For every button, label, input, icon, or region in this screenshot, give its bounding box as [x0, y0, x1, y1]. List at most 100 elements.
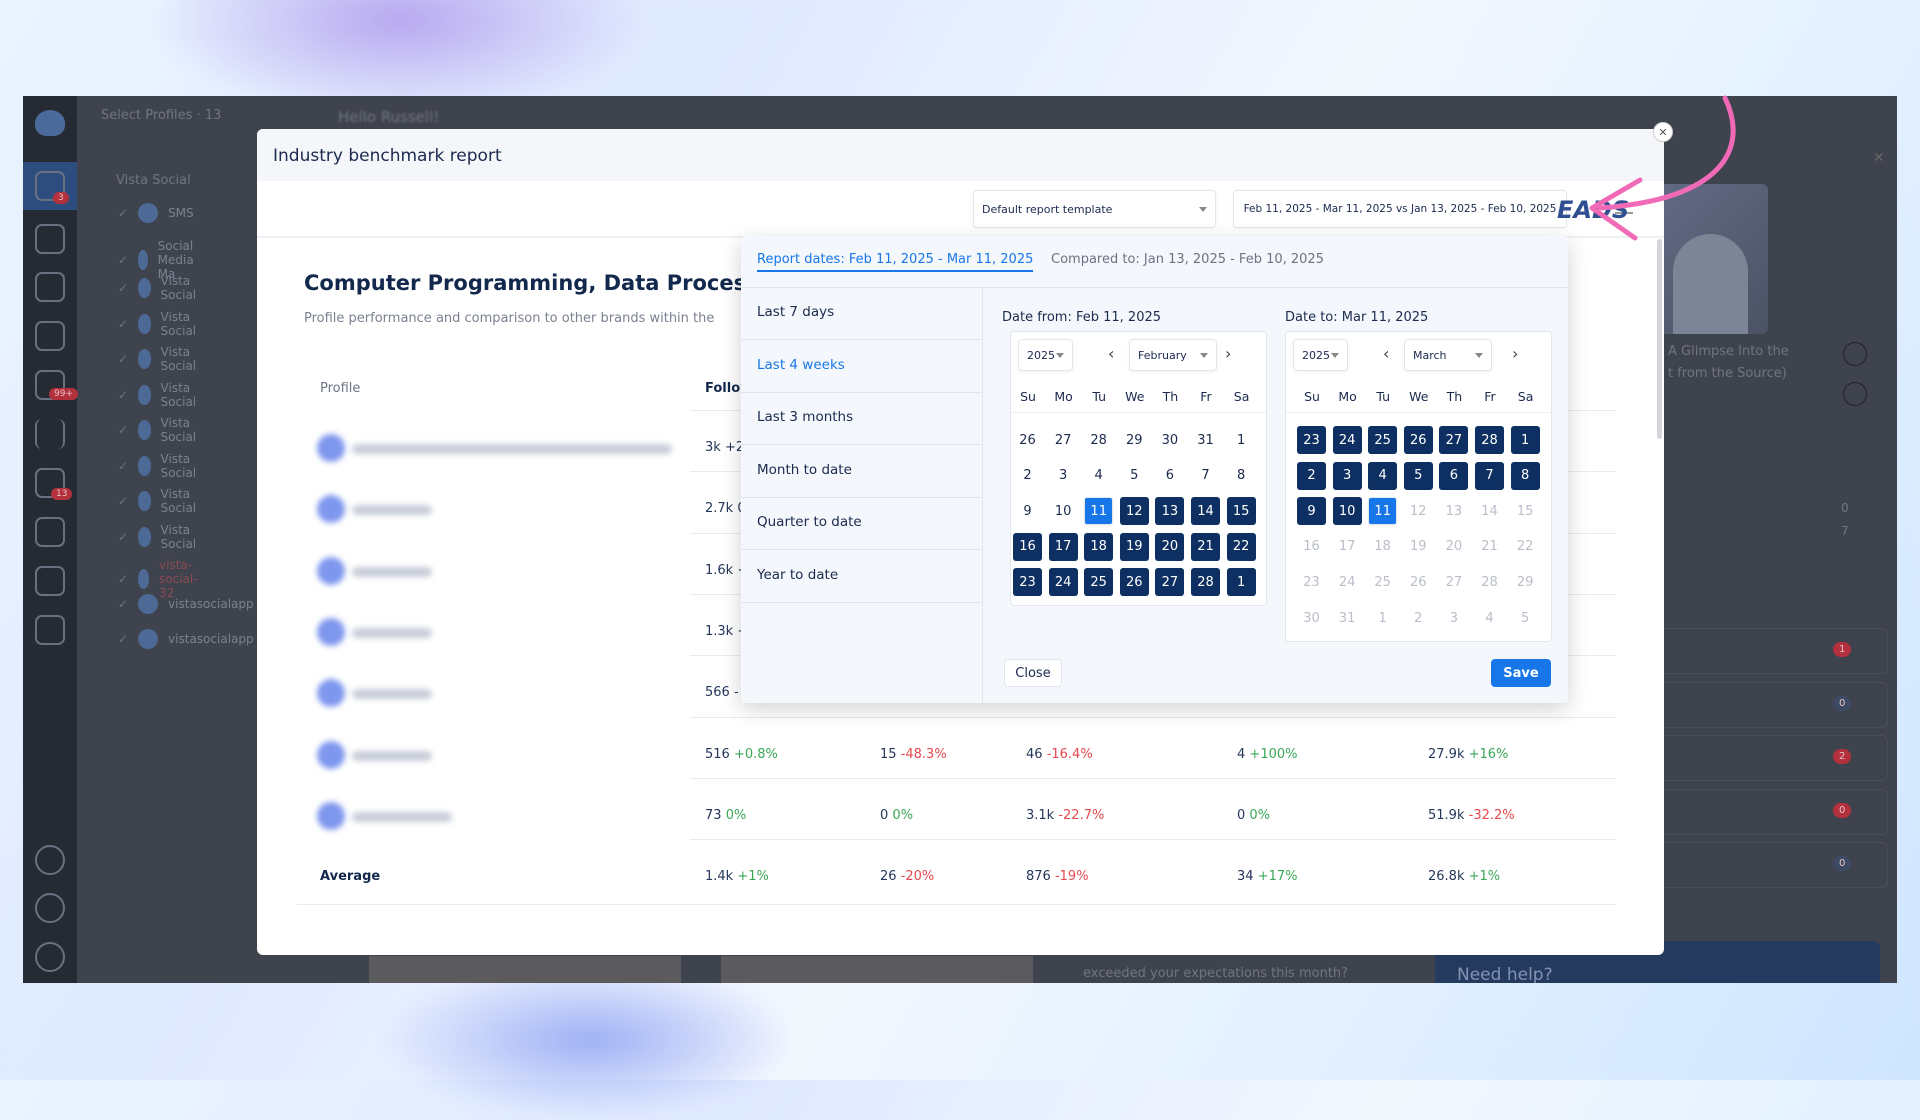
- profile-item[interactable]: ✓ Vista Social: [118, 345, 204, 373]
- profile-item[interactable]: ✓ Vista Social: [118, 523, 204, 551]
- profile-item[interactable]: ✓ SMS: [118, 203, 194, 223]
- calendar-day[interactable]: 26: [1410, 574, 1427, 590]
- year-select[interactable]: 2025: [1018, 339, 1073, 371]
- select-profiles-dropdown[interactable]: Select Profiles · 13: [101, 108, 222, 123]
- close-button[interactable]: Close: [1004, 659, 1062, 687]
- prev-month-button[interactable]: ‹: [1108, 344, 1115, 363]
- preset-last-3-months[interactable]: Last 3 months: [741, 393, 983, 446]
- calendar-day[interactable]: 4: [1094, 468, 1103, 484]
- profile-item[interactable]: ✓ Vista Social: [118, 487, 204, 515]
- calendar-day[interactable]: 28: [1191, 568, 1220, 597]
- calendar-day[interactable]: 3: [1449, 610, 1459, 626]
- calendar-day[interactable]: 5: [1520, 610, 1530, 626]
- calendar-day[interactable]: 22: [1516, 539, 1534, 555]
- calendar-day[interactable]: 26: [1403, 426, 1433, 454]
- calendar-day[interactable]: 27: [1054, 432, 1072, 448]
- calendar-day[interactable]: 17: [1338, 539, 1356, 555]
- preset-year-to-date[interactable]: Year to date: [741, 551, 983, 603]
- calendar-day[interactable]: 26: [1019, 432, 1036, 448]
- profile-item[interactable]: ✓ vistasocialapp: [118, 593, 254, 614]
- calendar-day[interactable]: 22: [1226, 532, 1256, 561]
- profile-item[interactable]: ✓ Vista Social: [118, 310, 204, 338]
- calendar-day[interactable]: 30: [1303, 610, 1320, 626]
- listening-icon[interactable]: [35, 419, 65, 449]
- tab-compared-to[interactable]: Compared to: Jan 13, 2025 - Feb 10, 2025: [1051, 252, 1324, 267]
- publish-icon[interactable]: [35, 224, 65, 254]
- calendar-day[interactable]: 24: [1338, 574, 1356, 590]
- calendar-day[interactable]: 13: [1155, 497, 1185, 526]
- calendar-day[interactable]: 1: [1510, 426, 1540, 454]
- calendar-day[interactable]: 8: [1510, 461, 1540, 490]
- table-row[interactable]: [297, 719, 1617, 780]
- profile-item[interactable]: ✓ Social Media Ma: [118, 239, 204, 281]
- profile-item[interactable]: ✓ Vista Social: [118, 452, 204, 480]
- calendar-day[interactable]: 18: [1084, 532, 1114, 561]
- calendar-day[interactable]: 31: [1338, 610, 1356, 626]
- calendar-day[interactable]: 27: [1155, 568, 1185, 597]
- layout-icon[interactable]: [35, 615, 65, 645]
- calendar-day[interactable]: 7: [1475, 461, 1504, 490]
- panel-close-icon[interactable]: ✕: [1873, 150, 1885, 166]
- calendar-day[interactable]: 28: [1475, 426, 1504, 454]
- calendar-day[interactable]: 1: [1226, 568, 1256, 597]
- calendar-day[interactable]: 12: [1119, 497, 1149, 526]
- calendar-day[interactable]: 25: [1084, 568, 1114, 597]
- calendar-day[interactable]: 2: [1023, 468, 1032, 484]
- reviews-icon[interactable]: [35, 468, 65, 498]
- calendar-day[interactable]: 29: [1516, 574, 1534, 590]
- profile-item[interactable]: ✓ Vista Social: [118, 274, 204, 302]
- next-month-button[interactable]: ›: [1225, 344, 1232, 363]
- calendar-day[interactable]: 5: [1403, 461, 1433, 490]
- calendar-day[interactable]: 12: [1410, 503, 1427, 519]
- calendar-day[interactable]: 18: [1374, 539, 1391, 555]
- carousel-prev-button[interactable]: [1843, 342, 1867, 366]
- calendar-day[interactable]: 6: [1439, 461, 1469, 490]
- calendar-day[interactable]: 9: [1023, 503, 1032, 519]
- calendar-day[interactable]: 9: [1297, 497, 1326, 526]
- calendar-day[interactable]: 10: [1054, 503, 1072, 519]
- calendar-day[interactable]: 27: [1445, 574, 1463, 590]
- profile-item[interactable]: ✓ Vista Social: [118, 416, 204, 444]
- calendar-day[interactable]: 10: [1332, 497, 1362, 526]
- calendar-day[interactable]: 14: [1481, 503, 1498, 519]
- calendar-day[interactable]: 20: [1445, 539, 1463, 555]
- calendar-day[interactable]: 21: [1481, 539, 1498, 555]
- account-icon[interactable]: [35, 942, 65, 972]
- calendar-day[interactable]: 19: [1119, 532, 1149, 561]
- calendar-day[interactable]: 24: [1048, 568, 1078, 597]
- calendar-day[interactable]: 23: [1013, 568, 1042, 597]
- profile-item[interactable]: ✓ vista-social-32: [118, 558, 207, 600]
- calendar-day[interactable]: 30: [1161, 432, 1179, 448]
- calendar-day[interactable]: 6: [1165, 468, 1175, 484]
- calendar-day[interactable]: 17: [1048, 532, 1078, 561]
- calendar-day[interactable]: 3: [1332, 461, 1362, 490]
- month-select[interactable]: February: [1129, 339, 1217, 371]
- table-row[interactable]: [297, 780, 1617, 841]
- calendar-day[interactable]: 2: [1297, 461, 1326, 490]
- calendar-day[interactable]: 25: [1374, 574, 1391, 590]
- next-month-button[interactable]: ›: [1512, 344, 1519, 363]
- save-button[interactable]: Save: [1491, 659, 1551, 687]
- calendar-day[interactable]: 21: [1191, 532, 1220, 561]
- help-icon[interactable]: [35, 893, 65, 923]
- calendar-day[interactable]: 28: [1090, 432, 1107, 448]
- calendar-day[interactable]: 16: [1013, 532, 1042, 561]
- calendar-day[interactable]: 28: [1481, 574, 1498, 590]
- year-select[interactable]: 2025: [1293, 339, 1348, 371]
- prev-month-button[interactable]: ‹: [1383, 344, 1390, 363]
- calendar-day[interactable]: 23: [1297, 426, 1326, 454]
- calendar-day[interactable]: 4: [1485, 610, 1494, 626]
- profile-item[interactable]: ✓ vistasocialapp: [118, 629, 254, 649]
- calendar-day[interactable]: 11: [1368, 497, 1398, 526]
- calendar-day[interactable]: 16: [1303, 539, 1320, 555]
- calendar-day[interactable]: 1: [1236, 432, 1246, 448]
- media-icon[interactable]: [35, 321, 65, 351]
- calendar-day[interactable]: 2: [1414, 610, 1423, 626]
- carousel-next-button[interactable]: [1843, 382, 1867, 406]
- scrollbar[interactable]: [1657, 239, 1662, 439]
- calendar-day[interactable]: 15: [1226, 497, 1256, 526]
- report-template-dropdown[interactable]: Default report template: [973, 190, 1216, 228]
- modal-close-button[interactable]: ✕: [1653, 122, 1673, 142]
- tasks-icon[interactable]: [35, 517, 65, 547]
- calendar-day[interactable]: 24: [1332, 426, 1362, 454]
